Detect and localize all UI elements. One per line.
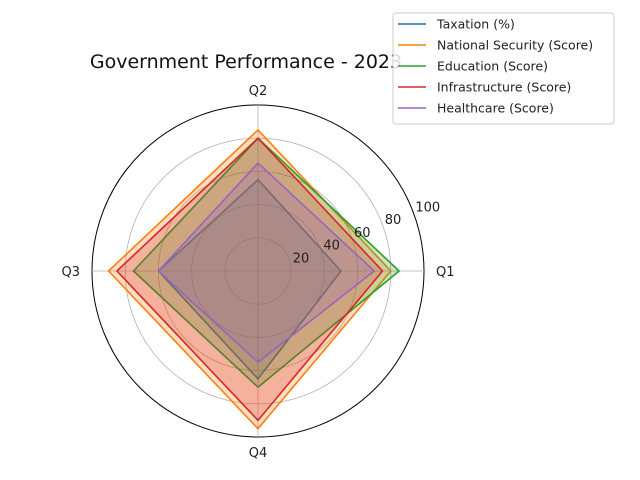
- category-label: Q4: [249, 446, 268, 461]
- chart-title: Government Performance - 2023: [90, 51, 402, 73]
- legend-frame: [392, 12, 615, 125]
- radial-tick-label: 60: [354, 226, 371, 241]
- legend-entry: National Security (Score): [437, 38, 593, 53]
- label-layer: Q1 Q2 Q3 Q4 20 40 60 80 100: [61, 84, 454, 461]
- category-label: Q2: [249, 84, 268, 99]
- legend-entry: Healthcare (Score): [437, 101, 554, 116]
- legend-entry: Taxation (%): [436, 17, 515, 32]
- series-line: [116, 137, 384, 422]
- legend-entry: Infrastructure (Score): [437, 80, 571, 95]
- legend-entry: Education (Score): [437, 59, 548, 74]
- series-line: [157, 162, 376, 364]
- radial-tick-label: 100: [415, 200, 440, 215]
- category-label: Q3: [61, 265, 80, 280]
- category-label: Q1: [436, 265, 455, 280]
- series-line: [107, 129, 392, 430]
- radial-tick-label: 40: [323, 239, 340, 254]
- legend: Taxation (%) National Security (Score) Edu…: [392, 12, 615, 125]
- series-line: [132, 137, 400, 389]
- radial-tick-label: 80: [385, 213, 402, 228]
- radial-tick-label: 20: [293, 251, 310, 266]
- series-layer: [107, 129, 400, 430]
